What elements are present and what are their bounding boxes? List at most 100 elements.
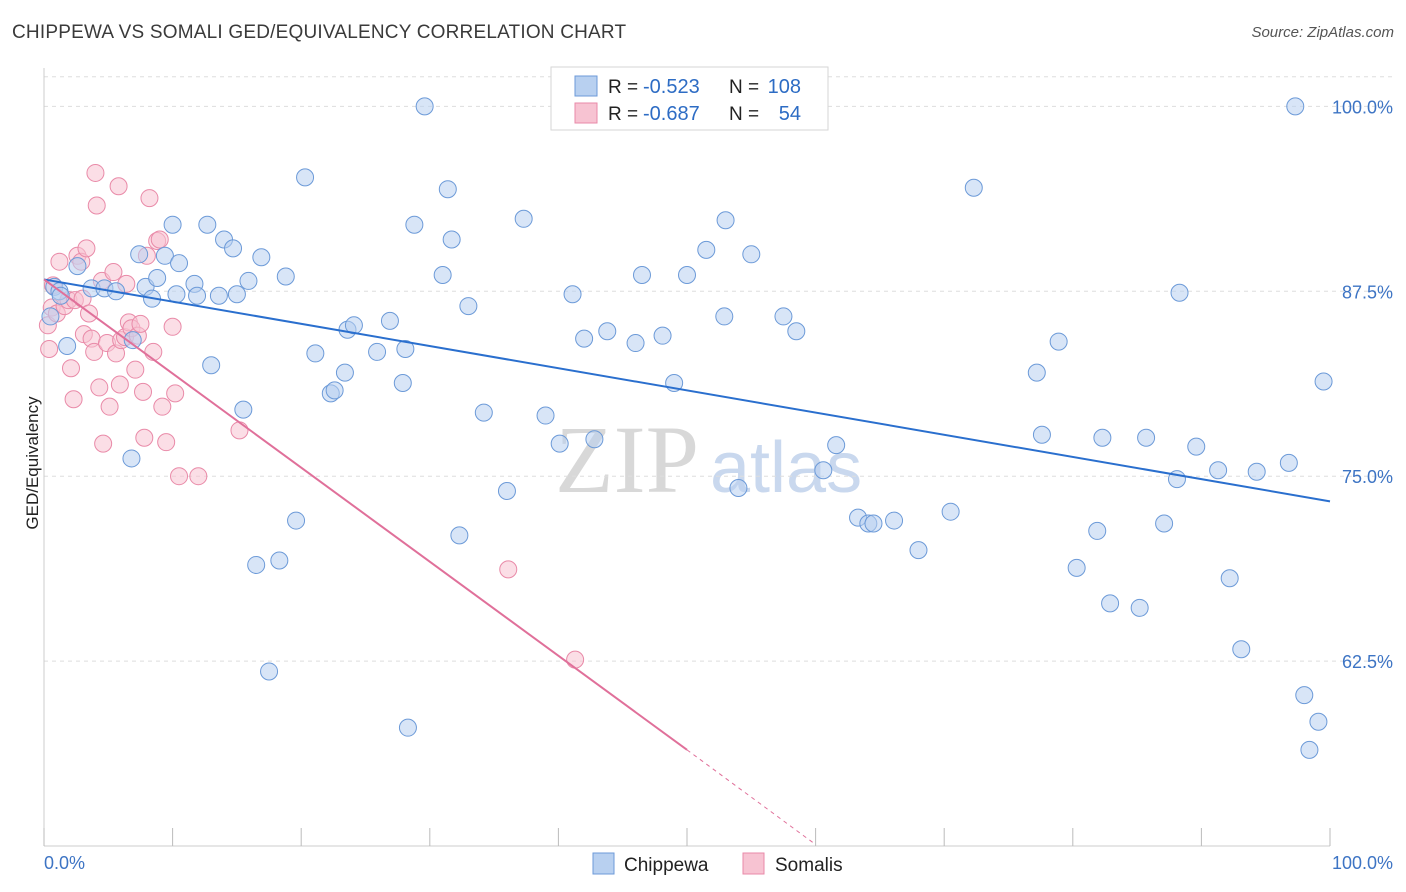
somali-point (104, 263, 123, 282)
chippewa-point (1220, 569, 1239, 588)
y-tick-label: 75.0% (1342, 467, 1393, 487)
chippewa-point (697, 240, 716, 259)
legend-somali-swatch (574, 102, 598, 124)
somali-point (50, 252, 69, 271)
chippewa-point (563, 285, 582, 304)
chippewa-point (325, 381, 344, 400)
somali-point (64, 390, 83, 409)
chippewa-point (393, 373, 412, 392)
chippewa-point (287, 511, 306, 530)
chippewa-point (716, 211, 735, 230)
chippewa-point (170, 254, 189, 273)
chippewa-point (1279, 453, 1298, 472)
somali-point (87, 196, 106, 215)
chippewa-point (1049, 332, 1068, 351)
somali-points (38, 163, 585, 669)
legend-n-value-1: 108 (768, 76, 801, 98)
chippewa-point (123, 331, 142, 350)
chippewa-point (814, 461, 833, 480)
chippewa-point (715, 307, 734, 326)
somali-point (144, 342, 163, 361)
legend-chippewa-swatch (574, 75, 598, 97)
somali-point (230, 421, 249, 440)
y-tick-label: 62.5% (1342, 652, 1393, 672)
somali-point (166, 384, 185, 403)
chippewa-point (296, 168, 315, 187)
chippewa-point (442, 230, 461, 249)
somali-point (94, 434, 113, 453)
chippewa-point (234, 400, 253, 419)
somali-point (566, 650, 585, 669)
chippewa-point (188, 286, 207, 305)
chippewa-point (270, 551, 289, 570)
chippewa-point (885, 511, 904, 530)
chippewa-point (964, 178, 983, 197)
chippewa-point (380, 311, 399, 330)
chippewa-point (239, 271, 258, 290)
watermark-zip: ZIP (555, 406, 699, 513)
gridlines (44, 76, 1393, 662)
chippewa-point (41, 307, 60, 326)
chippewa-point (1137, 428, 1156, 447)
chippewa-point (276, 267, 295, 286)
somali-trendline (43, 278, 688, 751)
chippewa-point (306, 344, 325, 363)
chippewa-point (51, 286, 70, 305)
somali-point (153, 397, 172, 416)
somali-point (157, 433, 176, 452)
somali-point (170, 467, 189, 486)
y-tick-label: 87.5% (1342, 282, 1393, 302)
y-axis-label: GED/Equivalency (23, 396, 42, 530)
chippewa-point (787, 322, 806, 341)
chippewa-point (1067, 558, 1086, 577)
somali-point (110, 375, 129, 394)
somali-point (134, 382, 153, 401)
chippewa-point (827, 436, 846, 455)
chippewa-point (252, 248, 271, 267)
chippewa-point (1295, 686, 1314, 705)
chippewa-point (1232, 640, 1251, 659)
chippewa-point (260, 662, 279, 681)
legend-n-label-2: N = (729, 104, 759, 125)
chippewa-point (575, 329, 594, 348)
chippewa-point (678, 266, 696, 285)
chippewa-trendline (43, 278, 1331, 503)
somali-point (499, 560, 518, 579)
somali-trendline-extension (686, 749, 816, 845)
chippewa-point (1155, 514, 1174, 533)
chippewa-point (1286, 97, 1305, 116)
x-tick-labels: 0.0% 100.0% (44, 853, 1393, 873)
somali-point (126, 360, 145, 379)
chippewa-point (729, 479, 748, 498)
chippewa-point (742, 245, 761, 264)
chippewa-point (536, 406, 555, 425)
chippewa-point (368, 342, 387, 361)
trendlines (43, 278, 1331, 845)
chippewa-point (148, 268, 167, 287)
chippewa-point (433, 266, 452, 285)
y-tick-label: 100.0% (1332, 97, 1393, 117)
chippewa-point (598, 322, 617, 341)
x-tick-label-max: 100.0% (1332, 853, 1393, 873)
somali-point (85, 342, 104, 361)
chippewa-point (396, 339, 415, 358)
chippewa-point (415, 97, 434, 116)
chippewa-point (1309, 712, 1328, 731)
somali-point (40, 339, 59, 358)
chippewa-point (1187, 437, 1206, 456)
chippewa-point (626, 334, 645, 353)
chippewa-point (209, 286, 228, 305)
chippewa-point (224, 239, 243, 258)
chippewa-point (198, 215, 217, 234)
chippewa-point (774, 307, 793, 326)
legend-n-label-1: N = (729, 77, 759, 98)
chippewa-points (41, 97, 1333, 759)
chippewa-point (1130, 598, 1149, 617)
somali-point (189, 467, 208, 486)
x-tick-label-min: 0.0% (44, 853, 85, 873)
chippewa-point (585, 430, 604, 449)
chippewa-point (1088, 521, 1107, 540)
chippewa-point (438, 180, 457, 199)
watermark: ZIP atlas (555, 406, 862, 513)
chippewa-point (405, 215, 424, 234)
